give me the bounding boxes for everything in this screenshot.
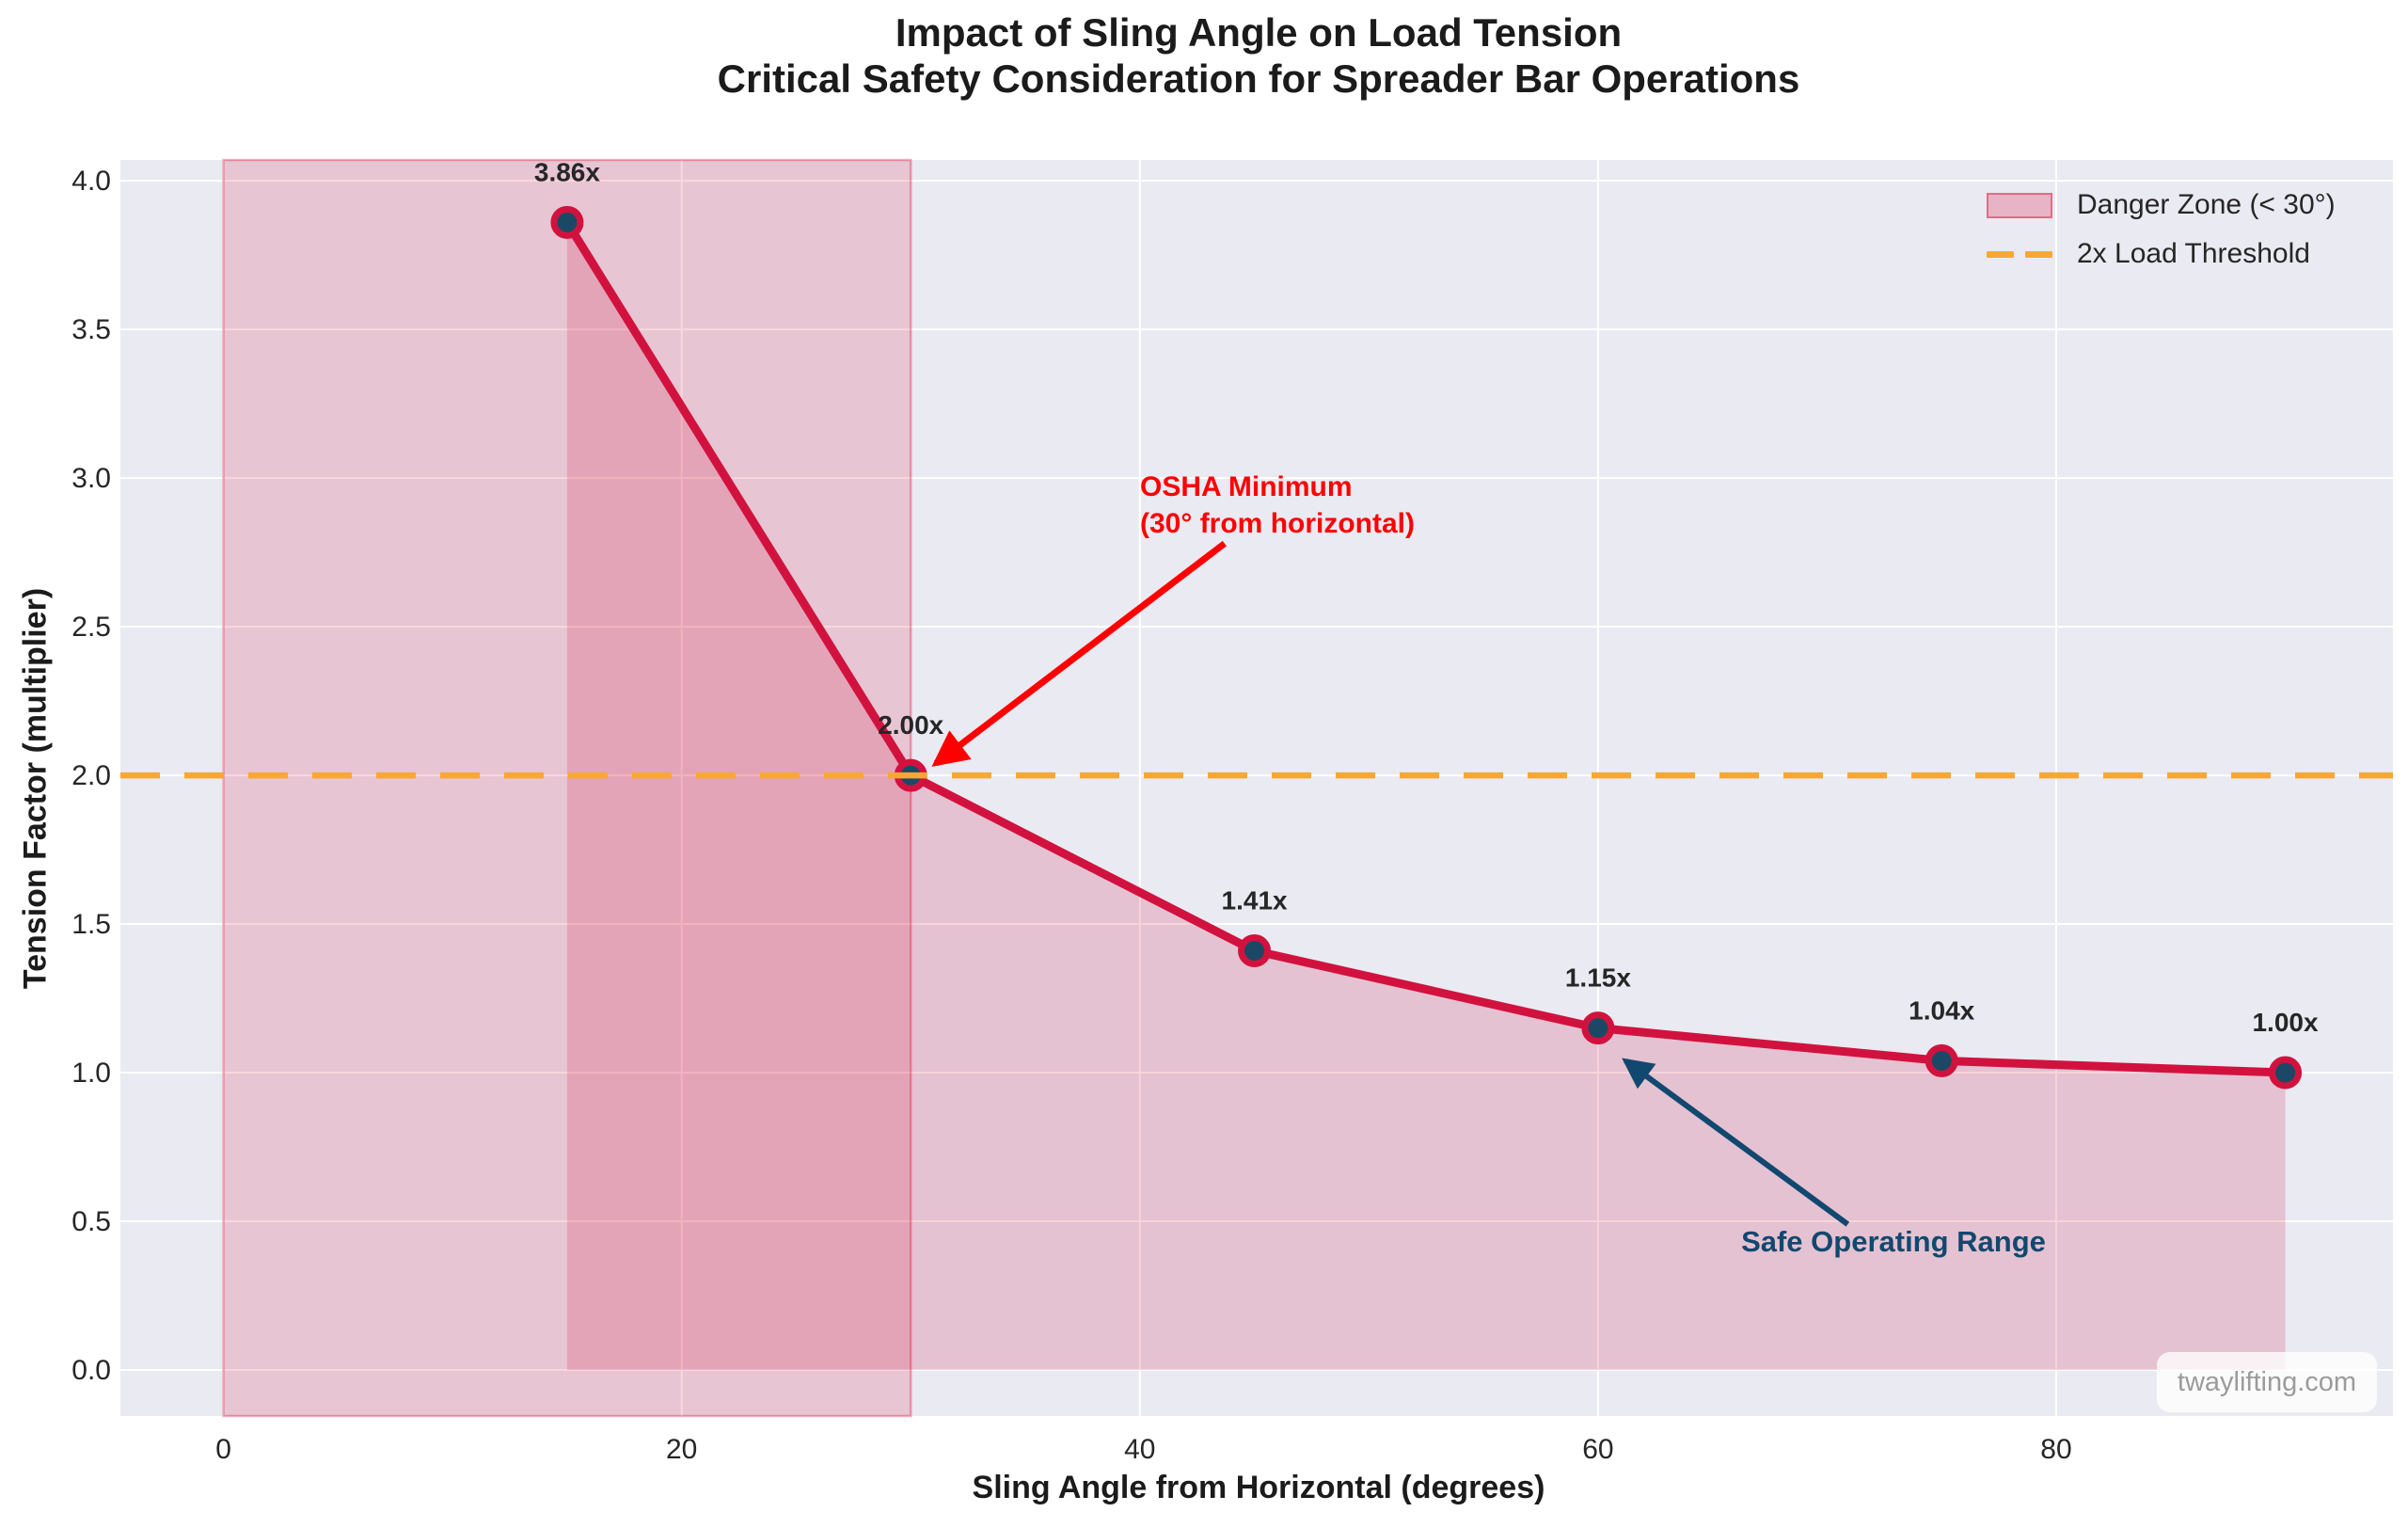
- legend: Danger Zone (< 30°) 2x Load Threshold: [1987, 181, 2336, 279]
- legend-item-danger-zone: Danger Zone (< 30°): [1987, 181, 2336, 230]
- data-point-marker: [2269, 1056, 2303, 1090]
- point-value-label: 1.15x: [1565, 963, 1631, 993]
- x-axis-label: Sling Angle from Horizontal (degrees): [972, 1470, 1545, 1505]
- threshold-dash-swatch: [1987, 250, 2052, 258]
- tension-line: [562, 217, 2290, 1077]
- data-point-marker: [1581, 1011, 1615, 1045]
- danger-zone-region: [222, 158, 912, 1418]
- y-tick-label: 1.0: [71, 1058, 111, 1089]
- annotation-osha-line1: OSHA Minimum: [1140, 471, 1353, 502]
- legend-item-threshold: 2x Load Threshold: [1987, 230, 2336, 279]
- watermark-text: twaylifting.com: [2177, 1366, 2357, 1397]
- legend-label-threshold: 2x Load Threshold: [2077, 238, 2310, 269]
- danger-zone-swatch: [1987, 192, 2052, 218]
- chart-title-line2: Critical Safety Consideration for Spread…: [717, 56, 1800, 101]
- point-value-label: 1.41x: [1222, 885, 1288, 915]
- tension-curve-fill: [566, 222, 2286, 1371]
- y-tick-label: 4.0: [71, 166, 111, 197]
- watermark-badge: twaylifting.com: [2157, 1352, 2377, 1412]
- y-tick-label: 3.5: [71, 314, 111, 345]
- annotation-safe-operating-range: Safe Operating Range: [1741, 1225, 2046, 1258]
- legend-label-danger-zone: Danger Zone (< 30°): [2077, 189, 2336, 220]
- point-value-label: 1.04x: [1909, 995, 1974, 1025]
- x-tick-label: 40: [1124, 1434, 1155, 1465]
- y-tick-label: 3.0: [71, 463, 111, 494]
- point-value-labels: 3.86x 2.00x 1.41x 1.15x 1.04x 1.00x: [534, 157, 2319, 1037]
- y-tick-label: 2.0: [71, 760, 111, 791]
- y-axis-label: Tension Factor (multiplier): [17, 587, 54, 990]
- x-tick-label: 0: [215, 1434, 231, 1465]
- x-tick-label: 20: [666, 1434, 697, 1465]
- point-value-label: 2.00x: [878, 710, 943, 740]
- annotation-osha-minimum: OSHA Minimum (30° from horizontal): [1140, 469, 1415, 542]
- x-tick-label: 60: [1582, 1434, 1613, 1465]
- data-point-marker: [550, 205, 584, 239]
- y-tick-label: 0.5: [71, 1206, 111, 1237]
- point-value-label: 1.00x: [2252, 1008, 2318, 1037]
- plot-area: [120, 160, 2393, 1416]
- osha-minimum-arrow: [931, 540, 1228, 767]
- safe-operating-range-arrow: [1622, 1058, 1850, 1227]
- data-point-marker: [1238, 933, 1272, 967]
- chart-title: Impact of Sling Angle on Load Tension Cr…: [120, 9, 2397, 102]
- annotation-osha-line2: (30° from horizontal): [1140, 508, 1416, 539]
- data-point-marker: [1925, 1043, 1958, 1077]
- x-tick-labels: 0 20 40 60 80: [215, 1434, 2071, 1465]
- chart-title-line1: Impact of Sling Angle on Load Tension: [895, 10, 1623, 55]
- y-tick-label: 0.0: [71, 1355, 111, 1386]
- y-tick-label: 1.5: [71, 909, 111, 940]
- y-tick-label: 2.5: [71, 612, 111, 643]
- point-value-label: 3.86x: [534, 157, 600, 186]
- x-tick-label: 80: [2040, 1434, 2071, 1465]
- y-tick-labels: 0.0 0.5 1.0 1.5 2.0 2.5 3.0 3.5 4.0: [71, 166, 111, 1386]
